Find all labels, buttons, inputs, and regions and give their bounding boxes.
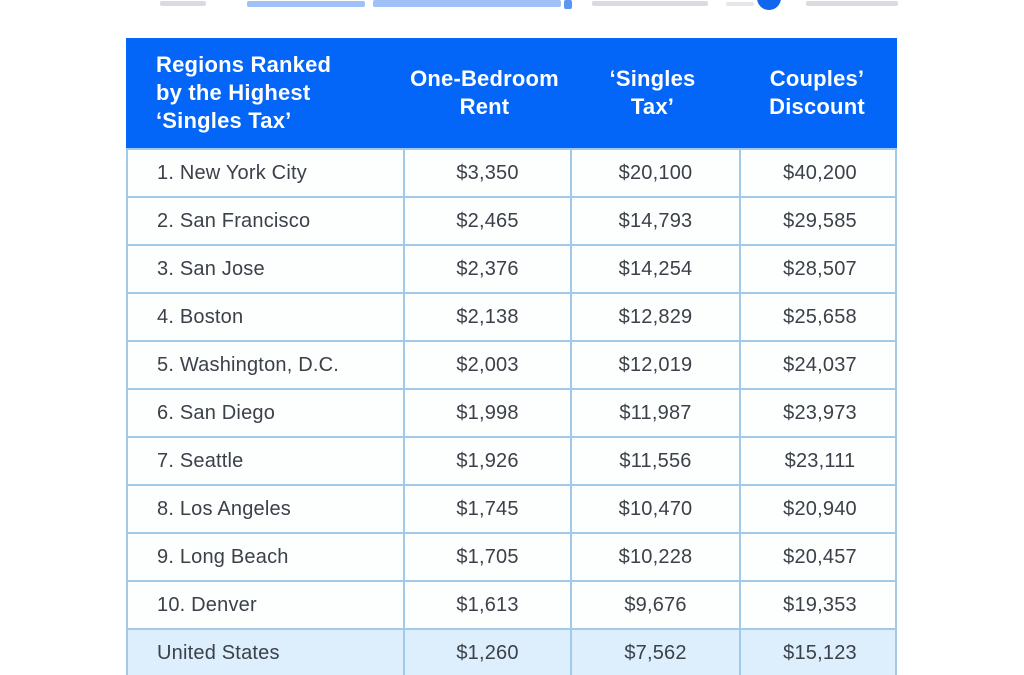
region-cell: 8. Los Angeles xyxy=(157,497,292,520)
table-row-united-states: United States $1,260 $7,562 $15,123 xyxy=(128,628,895,675)
singles-tax-table: Regions Ranked by the Highest ‘Singles T… xyxy=(126,38,897,675)
rent-cell: $1,745 xyxy=(403,486,570,532)
region-cell: 4. Boston xyxy=(157,305,244,328)
table-row: 4. Boston $2,138 $12,829 $25,658 xyxy=(128,292,895,340)
header-cell-rent: One-Bedroom Rent xyxy=(401,65,568,121)
rent-cell: $1,613 xyxy=(403,582,570,628)
region-cell: United States xyxy=(157,641,280,664)
table-header-row: Regions Ranked by the Highest ‘Singles T… xyxy=(126,38,897,148)
cropped-headline xyxy=(0,0,1024,10)
rent-cell: $3,350 xyxy=(403,150,570,196)
singles-tax-cell: $14,793 xyxy=(570,198,739,244)
couples-discount-cell: $23,111 xyxy=(739,438,899,484)
rent-cell: $1,705 xyxy=(403,534,570,580)
region-cell: 7. Seattle xyxy=(157,449,244,472)
header-discount-label: Couples’ Discount xyxy=(769,66,865,119)
rent-cell: $2,376 xyxy=(403,246,570,292)
header-tax-label: ‘Singles Tax’ xyxy=(609,66,696,119)
rent-cell: $1,926 xyxy=(403,438,570,484)
cropped-headline-fragment xyxy=(592,1,708,6)
region-cell: 10. Denver xyxy=(157,593,257,616)
rent-cell: $1,260 xyxy=(403,630,570,675)
header-cell-region: Regions Ranked by the Highest ‘Singles T… xyxy=(126,51,401,135)
singles-tax-cell: $9,676 xyxy=(570,582,739,628)
rent-cell: $2,138 xyxy=(403,294,570,340)
table-row: 6. San Diego $1,998 $11,987 $23,973 xyxy=(128,388,895,436)
couples-discount-cell: $19,353 xyxy=(739,582,899,628)
rent-cell: $2,465 xyxy=(403,198,570,244)
table-row: 1. New York City $3,350 $20,100 $40,200 xyxy=(128,148,895,196)
cropped-headline-fragment xyxy=(726,2,754,6)
header-region-label: Regions Ranked by the Highest ‘Singles T… xyxy=(156,52,332,133)
region-cell: 9. Long Beach xyxy=(157,545,289,568)
table-body: 1. New York City $3,350 $20,100 $40,200 … xyxy=(126,148,897,675)
header-cell-couples-discount: Couples’ Discount xyxy=(737,65,897,121)
singles-tax-cell: $14,254 xyxy=(570,246,739,292)
region-cell: 6. San Diego xyxy=(157,401,276,424)
region-cell: 5. Washington, D.C. xyxy=(157,353,340,376)
singles-tax-cell: $12,019 xyxy=(570,342,739,388)
couples-discount-cell: $15,123 xyxy=(739,630,899,675)
singles-tax-cell: $20,100 xyxy=(570,150,739,196)
couples-discount-cell: $40,200 xyxy=(739,150,899,196)
cropped-headline-fragment xyxy=(247,1,365,7)
region-cell: 2. San Francisco xyxy=(157,209,311,232)
singles-tax-cell: $12,829 xyxy=(570,294,739,340)
couples-discount-cell: $20,940 xyxy=(739,486,899,532)
header-cell-singles-tax: ‘Singles Tax’ xyxy=(568,65,737,121)
table-row: 3. San Jose $2,376 $14,254 $28,507 xyxy=(128,244,895,292)
table-row: 8. Los Angeles $1,745 $10,470 $20,940 xyxy=(128,484,895,532)
cropped-headline-fragment xyxy=(160,1,206,6)
couples-discount-cell: $25,658 xyxy=(739,294,899,340)
table-row: 2. San Francisco $2,465 $14,793 $29,585 xyxy=(128,196,895,244)
rent-cell: $2,003 xyxy=(403,342,570,388)
singles-tax-cell: $11,987 xyxy=(570,390,739,436)
table-row: 9. Long Beach $1,705 $10,228 $20,457 xyxy=(128,532,895,580)
table-row: 5. Washington, D.C. $2,003 $12,019 $24,0… xyxy=(128,340,895,388)
cropped-headline-fragment xyxy=(806,1,898,6)
table-row: 7. Seattle $1,926 $11,556 $23,111 xyxy=(128,436,895,484)
cropped-headline-fragment xyxy=(564,0,572,9)
singles-tax-cell: $10,228 xyxy=(570,534,739,580)
singles-tax-cell: $7,562 xyxy=(570,630,739,675)
region-cell: 1. New York City xyxy=(157,161,307,184)
region-cell: 3. San Jose xyxy=(157,257,265,280)
couples-discount-cell: $23,973 xyxy=(739,390,899,436)
singles-tax-cell: $11,556 xyxy=(570,438,739,484)
rent-cell: $1,998 xyxy=(403,390,570,436)
couples-discount-cell: $29,585 xyxy=(739,198,899,244)
table-row: 10. Denver $1,613 $9,676 $19,353 xyxy=(128,580,895,628)
header-rent-label: One-Bedroom Rent xyxy=(410,66,559,119)
couples-discount-cell: $28,507 xyxy=(739,246,899,292)
cropped-headline-fragment xyxy=(373,0,561,7)
couples-discount-cell: $24,037 xyxy=(739,342,899,388)
cropped-headline-dot xyxy=(757,0,781,10)
singles-tax-cell: $10,470 xyxy=(570,486,739,532)
couples-discount-cell: $20,457 xyxy=(739,534,899,580)
